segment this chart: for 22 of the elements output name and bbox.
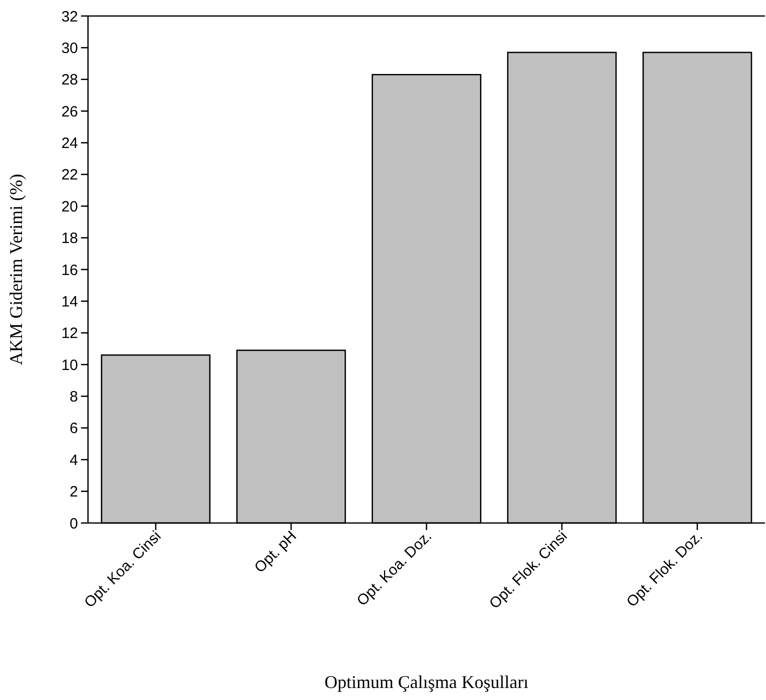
y-tick-label: 12 (61, 325, 78, 342)
y-tick-label: 26 (61, 103, 78, 120)
y-tick-label: 24 (61, 135, 78, 152)
y-tick-label: 8 (70, 388, 78, 406)
y-tick-label: 30 (61, 40, 78, 57)
x-tick-label: Opt. Koa. Doz. (354, 528, 436, 610)
y-tick-label: 0 (70, 515, 78, 532)
y-tick-label: 28 (61, 72, 78, 89)
y-tick-label: 20 (61, 198, 78, 216)
y-tick-label: 6 (70, 420, 78, 438)
y-tick-label: 22 (61, 166, 78, 184)
x-tick-label: Opt. Flok. Doz. (623, 528, 706, 611)
y-tick-label: 32 (61, 8, 78, 26)
y-tick-label: 2 (70, 484, 78, 501)
x-tick-label: Opt. pH (251, 528, 300, 576)
y-tick-label: 4 (70, 452, 78, 469)
y-tick-label: 16 (61, 262, 78, 279)
y-tick-label: 10 (61, 356, 78, 374)
x-axis-title: Optimum Çalışma Koşulları (324, 672, 528, 692)
y-tick-label: 18 (61, 230, 78, 248)
y-axis-title: AKM Giderim Verimi (%) (6, 174, 26, 366)
y-tick-label: 14 (61, 293, 78, 310)
